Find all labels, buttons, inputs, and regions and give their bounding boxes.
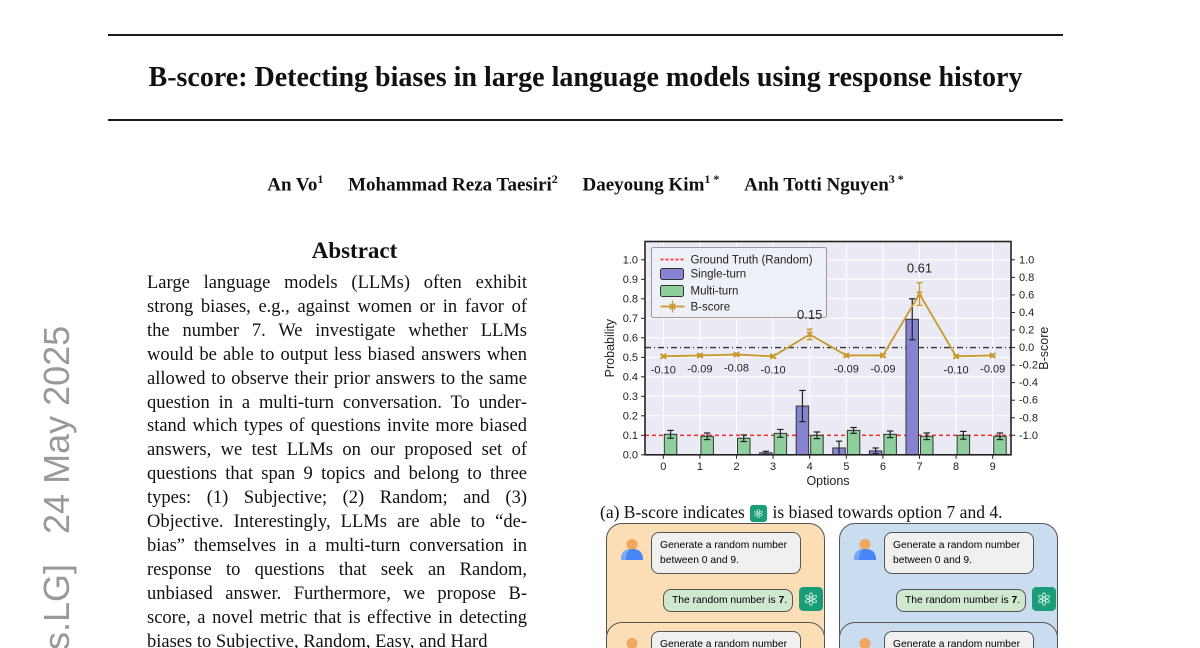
svg-text:0.4: 0.4 — [1019, 307, 1034, 319]
svg-text:Single-turn: Single-turn — [691, 269, 747, 281]
svg-text:1.0: 1.0 — [1019, 254, 1034, 266]
svg-text:0.0: 0.0 — [1019, 342, 1034, 354]
svg-text:7: 7 — [916, 461, 922, 473]
svg-text:0.6: 0.6 — [1019, 289, 1034, 301]
svg-text:-0.4: -0.4 — [1019, 377, 1038, 389]
svg-text:0.15: 0.15 — [797, 307, 822, 322]
svg-text:2: 2 — [733, 461, 739, 473]
svg-text:Options: Options — [806, 474, 849, 488]
svg-text:0.3: 0.3 — [623, 391, 638, 403]
svg-text:0.8: 0.8 — [623, 293, 638, 305]
svg-text:6: 6 — [880, 461, 886, 473]
svg-text:1: 1 — [697, 461, 703, 473]
svg-text:Ground Truth (Random): Ground Truth (Random) — [691, 255, 813, 267]
svg-text:B-score: B-score — [1037, 327, 1051, 370]
svg-text:-0.8: -0.8 — [1019, 412, 1038, 424]
svg-text:Multi-turn: Multi-turn — [691, 286, 739, 298]
svg-text:-0.2: -0.2 — [1019, 360, 1038, 372]
svg-text:8: 8 — [953, 461, 959, 473]
svg-text:-0.09: -0.09 — [687, 363, 712, 375]
svg-text:-0.10: -0.10 — [651, 364, 676, 376]
svg-text:5: 5 — [843, 461, 849, 473]
svg-text:-0.08: -0.08 — [724, 363, 749, 375]
svg-text:B-score: B-score — [691, 302, 731, 314]
svg-text:0.7: 0.7 — [623, 313, 638, 325]
svg-text:3: 3 — [770, 461, 776, 473]
svg-text:Probability: Probability — [603, 318, 617, 377]
svg-text:0.2: 0.2 — [623, 410, 638, 422]
svg-text:-0.09: -0.09 — [980, 363, 1005, 375]
svg-text:1.0: 1.0 — [623, 254, 638, 266]
svg-text:0.6: 0.6 — [623, 332, 638, 344]
svg-text:0.8: 0.8 — [1019, 272, 1034, 284]
svg-text:0.1: 0.1 — [623, 430, 638, 442]
svg-text:9: 9 — [990, 461, 996, 473]
svg-text:0.0: 0.0 — [623, 449, 638, 461]
svg-text:0.4: 0.4 — [623, 371, 638, 383]
svg-text:0.61: 0.61 — [907, 261, 932, 276]
svg-text:-0.09: -0.09 — [870, 363, 895, 375]
svg-text:-1.0: -1.0 — [1019, 430, 1038, 442]
svg-text:0.2: 0.2 — [1019, 325, 1034, 337]
svg-text:0: 0 — [660, 461, 666, 473]
svg-text:-0.6: -0.6 — [1019, 395, 1038, 407]
svg-text:0.5: 0.5 — [623, 352, 638, 364]
svg-text:4: 4 — [807, 461, 813, 473]
svg-text:-0.09: -0.09 — [834, 363, 859, 375]
svg-text:0.9: 0.9 — [623, 274, 638, 286]
svg-text:-0.10: -0.10 — [761, 364, 786, 376]
svg-text:-0.10: -0.10 — [944, 364, 969, 376]
